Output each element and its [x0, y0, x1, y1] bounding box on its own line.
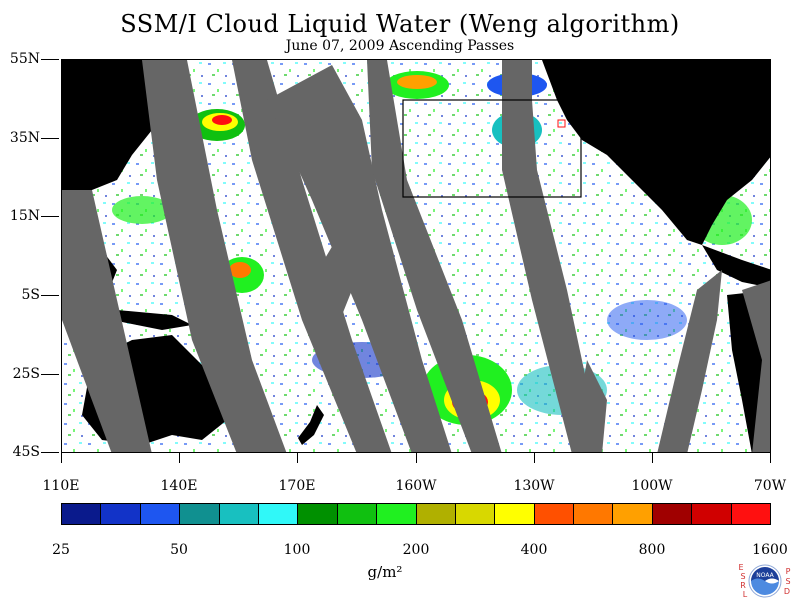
colorbar-swatch	[612, 504, 652, 524]
colorbar-label-400: 400	[520, 542, 548, 558]
colorbar-swatch	[454, 504, 495, 524]
no-data-swaths	[62, 60, 770, 452]
lat-label-35n: 35N	[9, 130, 40, 146]
lon-tick	[297, 453, 298, 463]
map-svg	[62, 60, 770, 452]
colorbar-swatch	[651, 504, 692, 524]
lat-label-15n: 15N	[9, 208, 40, 224]
colorbar-swatch	[691, 504, 731, 524]
logo-letter: S	[740, 572, 746, 581]
lon-label-130w: 130W	[513, 478, 555, 494]
lon-tick	[770, 453, 771, 463]
colorbar-swatch	[730, 504, 771, 524]
colorbar-swatch	[257, 504, 298, 524]
lat-label-5s: 5S	[21, 287, 41, 303]
logo-letter: D	[783, 587, 791, 596]
colorbar-swatch	[62, 504, 101, 524]
lon-label-170e: 170E	[278, 478, 316, 494]
colorbar-swatch	[179, 504, 219, 524]
lon-tick	[61, 453, 62, 463]
colorbar-label-100: 100	[283, 542, 311, 558]
lat-tick	[41, 138, 59, 139]
colorbar-label-1600: 1600	[752, 542, 788, 558]
colorbar-swatch	[415, 504, 455, 524]
lon-label-160w: 160W	[395, 478, 437, 494]
lat-label-55n: 55N	[9, 51, 40, 67]
lon-tick	[179, 453, 180, 463]
colorbar-swatch	[297, 504, 337, 524]
lon-label-140e: 140E	[160, 478, 198, 494]
lon-label-110e: 110E	[42, 478, 80, 494]
colorbar-swatch	[494, 504, 534, 524]
lon-tick	[534, 453, 535, 463]
colorbar-swatch	[139, 504, 180, 524]
colorbar-label-50: 50	[170, 542, 188, 558]
colorbar	[61, 503, 771, 525]
colorbar-swatch	[573, 504, 613, 524]
lat-tick	[41, 452, 59, 453]
lat-tick	[41, 59, 59, 60]
chart-subtitle: June 07, 2009 Ascending Passes	[285, 38, 515, 54]
lat-tick	[41, 374, 59, 375]
lon-label-70w: 70W	[753, 478, 787, 494]
map-panel	[61, 59, 771, 453]
lat-label-25s: 25S	[12, 366, 40, 382]
logo-letter: P	[785, 567, 791, 576]
lon-tick	[416, 453, 417, 463]
colorbar-swatch	[533, 504, 574, 524]
annotation-box	[402, 99, 582, 198]
colorbar-swatch	[336, 504, 377, 524]
colorbar-unit: g/m²	[367, 563, 403, 581]
colorbar-swatch	[218, 504, 258, 524]
lat-label-45s: 45S	[12, 444, 40, 460]
logo-letter: E	[738, 563, 744, 572]
lat-tick	[41, 295, 59, 296]
noaa-emblem-icon: NOAA	[748, 564, 782, 598]
logo-letter: S	[785, 577, 791, 586]
lat-tick	[41, 216, 59, 217]
colorbar-label-200: 200	[402, 542, 430, 558]
logo-letter: L	[742, 590, 748, 599]
colorbar-label-800: 800	[638, 542, 666, 558]
noaa-logo: E S R L P S D NOAA	[737, 560, 793, 600]
colorbar-label-25: 25	[52, 542, 70, 558]
annotation-marker	[557, 119, 566, 128]
chart-title: SSM/I Cloud Liquid Water (Weng algorithm…	[120, 10, 680, 38]
logo-text: NOAA	[756, 572, 774, 579]
colorbar-swatch	[376, 504, 416, 524]
lon-label-100w: 100W	[631, 478, 673, 494]
logo-letter: R	[740, 581, 746, 590]
lon-tick	[652, 453, 653, 463]
colorbar-swatch	[100, 504, 140, 524]
